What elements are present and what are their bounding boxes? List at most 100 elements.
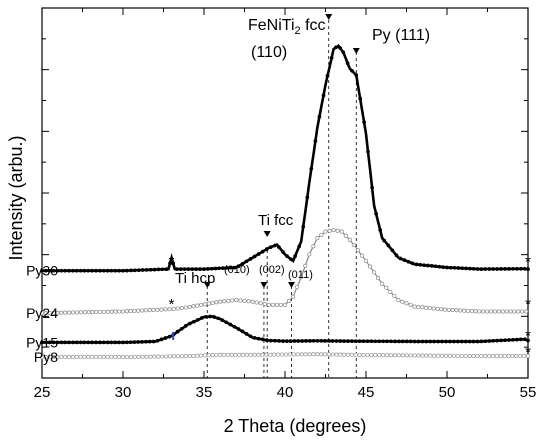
data-point (236, 264, 241, 269)
data-point (490, 354, 496, 359)
data-point (378, 228, 383, 232)
data-point (445, 265, 449, 270)
data-point (355, 248, 360, 253)
data-point (266, 302, 271, 307)
data-point (163, 307, 168, 312)
data-point (323, 339, 327, 343)
data-point (464, 266, 468, 271)
data-point (59, 268, 64, 273)
data-point (67, 268, 71, 273)
data-point (136, 340, 141, 344)
data-point (349, 339, 354, 343)
data-point (368, 264, 373, 269)
data-point (450, 308, 455, 313)
data-point (224, 320, 229, 325)
data-point (424, 353, 429, 358)
data-point (343, 233, 348, 238)
label-ti-fcc: Ti fcc (258, 212, 294, 229)
data-point (351, 242, 356, 248)
data-point (214, 352, 219, 358)
data-point (357, 339, 362, 344)
star-marker: * (169, 254, 175, 271)
data-point (171, 306, 176, 311)
data-point (315, 352, 320, 357)
data-point (291, 294, 296, 299)
data-point (366, 149, 370, 154)
data-point (283, 352, 289, 357)
data-point (475, 339, 480, 344)
data-point (440, 353, 445, 358)
data-point (128, 354, 133, 360)
data-point (377, 353, 382, 358)
data-point (94, 309, 99, 315)
data-point (151, 339, 156, 344)
data-point (311, 244, 316, 249)
star-marker: * (525, 327, 531, 344)
data-point (44, 268, 48, 273)
data-point (479, 354, 484, 359)
data-point (105, 355, 110, 360)
data-point (78, 355, 83, 360)
data-point (381, 339, 386, 344)
data-point (334, 352, 339, 357)
data-point (136, 354, 141, 359)
data-point (492, 309, 498, 314)
star-marker: * (525, 344, 531, 361)
star-marker: * (169, 296, 175, 313)
data-point (385, 339, 389, 344)
data-point (334, 45, 338, 50)
reference-lines (206, 20, 357, 378)
data-point (330, 339, 335, 343)
data-point (183, 354, 188, 359)
data-point (317, 114, 322, 119)
data-point (420, 353, 425, 358)
data-point (222, 299, 227, 304)
data-point (86, 340, 91, 345)
data-point (276, 352, 281, 357)
data-point (406, 259, 411, 264)
data-point (408, 302, 413, 307)
data-point (427, 306, 432, 311)
data-point (515, 337, 519, 342)
data-point (159, 307, 164, 312)
data-point (335, 228, 340, 233)
data-point (307, 339, 312, 343)
data-point (218, 299, 223, 304)
data-point (78, 268, 83, 273)
data-point (74, 310, 80, 315)
data-point (101, 309, 106, 314)
data-point (270, 302, 275, 307)
data-point (148, 267, 153, 272)
data-point (441, 265, 446, 269)
data-point (256, 336, 261, 341)
data-point (90, 310, 95, 315)
data-point (388, 353, 394, 358)
data-point (171, 261, 176, 266)
data-point (394, 253, 399, 258)
data-point (404, 301, 409, 306)
data-point (113, 355, 118, 360)
data-point (469, 309, 474, 314)
data-point (196, 317, 200, 322)
data-point (358, 96, 363, 101)
data-point (151, 307, 156, 312)
data-point (386, 243, 391, 248)
data-point (183, 324, 188, 328)
data-point (209, 266, 214, 271)
data-point (524, 309, 529, 314)
data-point (463, 339, 468, 344)
data-point (202, 353, 208, 358)
data-point (63, 310, 68, 315)
data-point (199, 353, 204, 358)
data-point (342, 339, 346, 343)
data-point (422, 263, 426, 268)
data-point (423, 305, 429, 310)
data-point (418, 262, 423, 267)
data-point (44, 340, 48, 345)
data-point (258, 301, 263, 306)
data-point (432, 339, 437, 344)
data-point (273, 243, 277, 248)
data-point (479, 267, 484, 271)
data-point (361, 352, 366, 358)
data-point (144, 339, 148, 344)
